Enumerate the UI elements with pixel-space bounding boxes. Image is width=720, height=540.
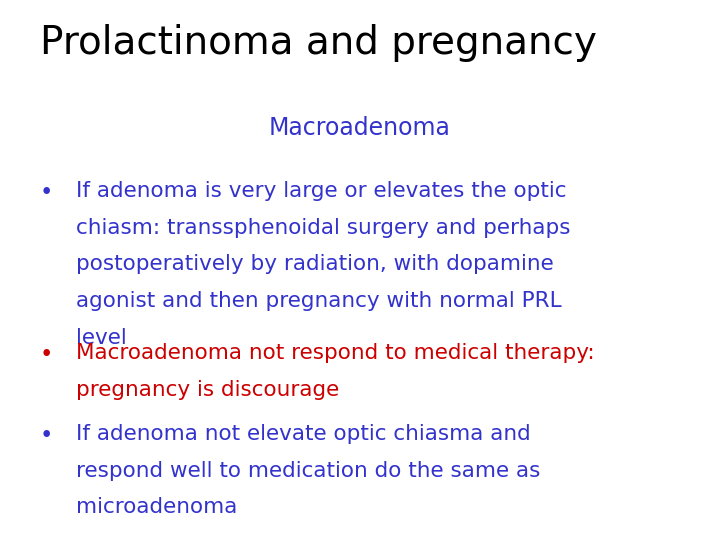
Text: Prolactinoma and pregnancy: Prolactinoma and pregnancy <box>40 24 596 62</box>
Text: agonist and then pregnancy with normal PRL: agonist and then pregnancy with normal P… <box>76 291 561 311</box>
Text: Macroadenoma not respond to medical therapy:: Macroadenoma not respond to medical ther… <box>76 343 594 363</box>
Text: If adenoma not elevate optic chiasma and: If adenoma not elevate optic chiasma and <box>76 424 531 444</box>
Text: •: • <box>40 343 53 366</box>
Text: •: • <box>40 181 53 204</box>
Text: microadenoma: microadenoma <box>76 497 237 517</box>
Text: If adenoma is very large or elevates the optic: If adenoma is very large or elevates the… <box>76 181 566 201</box>
Text: level: level <box>76 328 126 348</box>
Text: pregnancy is discourage: pregnancy is discourage <box>76 380 339 400</box>
Text: chiasm: transsphenoidal surgery and perhaps: chiasm: transsphenoidal surgery and perh… <box>76 218 570 238</box>
Text: respond well to medication do the same as: respond well to medication do the same a… <box>76 461 540 481</box>
Text: postoperatively by radiation, with dopamine: postoperatively by radiation, with dopam… <box>76 254 554 274</box>
Text: Macroadenoma: Macroadenoma <box>269 116 451 140</box>
Text: •: • <box>40 424 53 447</box>
